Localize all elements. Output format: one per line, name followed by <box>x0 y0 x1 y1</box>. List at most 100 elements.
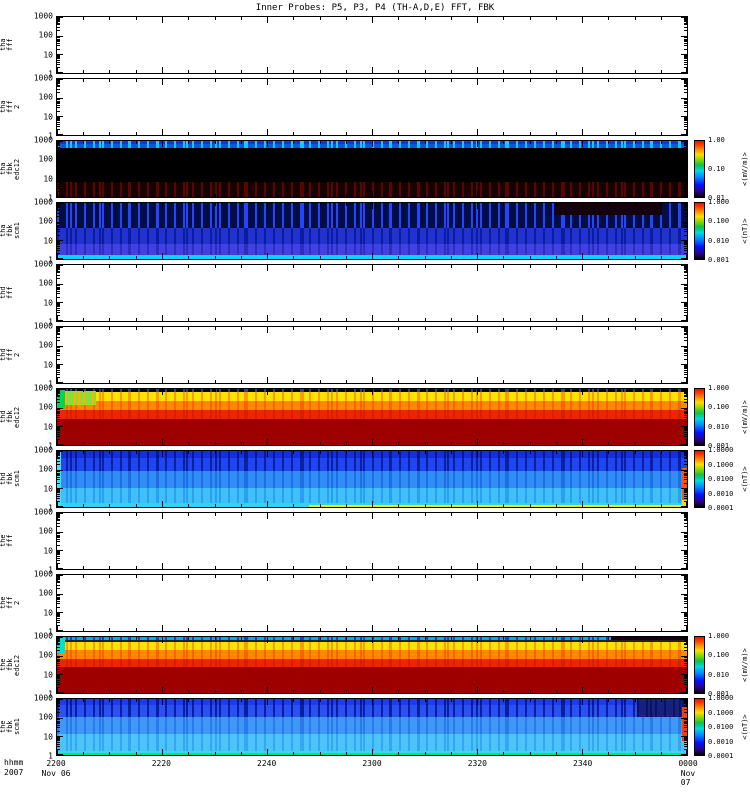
x-tick-mark <box>319 389 321 392</box>
x-tick-mark <box>503 79 505 82</box>
spectrogram-band <box>57 227 687 245</box>
x-tick-mark <box>240 141 242 144</box>
x-tick-mark <box>582 563 583 569</box>
x-tick-mark <box>503 504 505 507</box>
colorbar-tick-label: 0.0100 <box>708 723 734 731</box>
x-tick-mark <box>476 315 478 321</box>
x-tick-mark <box>214 79 216 82</box>
y-minor-tick-mark <box>684 582 687 584</box>
x-tick-mark <box>135 566 137 569</box>
y-tick-labels: 1000 100 10 1 <box>18 570 56 637</box>
y-minor-tick-mark <box>57 738 60 740</box>
y-tick-labels: 1000 100 10 1 <box>18 12 56 79</box>
y-tick-label: 1 <box>48 751 53 761</box>
y-tick-mark <box>681 134 687 135</box>
spectrogram-band <box>57 148 687 182</box>
x-tick-mark <box>109 628 111 631</box>
x-tick-mark <box>372 17 373 23</box>
panel-ylabel: tha fbk edc12 <box>0 158 21 180</box>
y-minor-tick-mark <box>57 576 60 578</box>
x-tick-mark <box>83 132 85 135</box>
y-minor-tick-mark <box>684 622 687 624</box>
x-tick-mark <box>634 203 636 206</box>
x-tick-mark <box>135 451 137 454</box>
x-tick-mark <box>57 129 58 135</box>
y-minor-tick-mark <box>57 289 60 291</box>
y-minor-tick-mark <box>57 489 60 491</box>
y-minor-tick-mark <box>57 415 60 417</box>
y-minor-tick-mark <box>57 411 60 413</box>
x-tick-mark <box>57 439 58 445</box>
y-minor-tick-mark <box>57 286 60 288</box>
x-tick-mark <box>660 265 662 268</box>
y-minor-tick-mark <box>684 430 687 432</box>
x-tick-label: 2200 <box>46 759 66 768</box>
x-tick-mark <box>266 513 268 519</box>
y-minor-tick-mark <box>684 141 687 143</box>
y-minor-tick-mark <box>684 577 687 579</box>
y-minor-tick-mark <box>57 225 60 227</box>
x-tick-mark <box>266 265 268 271</box>
y-minor-tick-mark <box>684 36 687 38</box>
y-minor-tick-mark <box>684 346 687 348</box>
x-tick-mark <box>161 389 163 395</box>
y-tick-label: 10 <box>43 484 53 494</box>
x-tick-mark <box>608 504 610 507</box>
y-minor-tick-mark <box>57 439 60 441</box>
x-tick-mark <box>345 70 347 73</box>
y-minor-tick-mark <box>57 515 60 517</box>
y-minor-tick-mark <box>57 38 60 40</box>
y-tick-mark <box>57 221 63 223</box>
x-tick-mark <box>372 637 373 643</box>
y-minor-tick-mark <box>57 304 60 306</box>
x-tick-mark <box>686 129 687 135</box>
y-minor-tick-mark <box>684 58 687 60</box>
y-minor-tick-mark <box>684 501 687 503</box>
y-minor-tick-mark <box>57 501 60 503</box>
y-minor-tick-mark <box>57 351 60 353</box>
y-minor-tick-mark <box>684 284 687 286</box>
x-tick-mark <box>345 389 347 392</box>
y-tick-mark <box>681 469 687 471</box>
y-minor-tick-mark <box>684 723 687 725</box>
y-minor-tick-mark <box>684 429 687 431</box>
y-minor-tick-mark <box>57 17 60 19</box>
y-minor-tick-mark <box>684 24 687 26</box>
y-minor-tick-mark <box>57 493 60 495</box>
y-tick-mark <box>57 550 63 552</box>
x-tick-mark <box>135 752 137 755</box>
x-tick-mark <box>555 70 557 73</box>
x-tick-mark <box>529 451 531 454</box>
x-tick-mark <box>161 253 163 259</box>
y-minor-tick-mark <box>57 684 60 686</box>
y-minor-tick-mark <box>57 526 60 528</box>
y-tick-label: 1000 <box>33 11 53 21</box>
y-tick-label: 10 <box>43 50 53 60</box>
y-minor-tick-mark <box>684 167 687 169</box>
x-tick-mark <box>345 451 347 454</box>
y-minor-tick-mark <box>57 369 60 371</box>
y-minor-tick-mark <box>57 708 60 710</box>
y-tick-labels: 1000 100 10 1 <box>18 384 56 451</box>
y-minor-tick-mark <box>57 307 60 309</box>
y-minor-tick-mark <box>57 614 60 616</box>
y-minor-tick-mark <box>684 588 687 590</box>
x-tick-mark <box>503 203 505 206</box>
x-tick-mark <box>135 194 137 197</box>
y-tick-label: 1000 <box>33 197 53 207</box>
y-tick-mark <box>57 736 63 738</box>
y-minor-tick-mark <box>684 402 687 404</box>
spectrogram-band <box>57 637 65 653</box>
colorbar-tick-label: 1.000 <box>708 384 730 392</box>
x-tick-mark <box>582 625 583 631</box>
y-minor-tick-mark <box>684 98 687 100</box>
x-tick-mark <box>240 575 242 578</box>
x-tick-mark <box>319 194 321 197</box>
y-minor-tick-mark <box>684 475 687 477</box>
x-tick-mark <box>450 17 452 20</box>
x-tick-mark <box>476 513 478 519</box>
y-minor-tick-mark <box>57 272 60 274</box>
y-minor-tick-mark <box>57 22 60 24</box>
y-tick-mark <box>57 637 63 638</box>
panel-ylabel: the fbk edc12 <box>0 654 21 676</box>
